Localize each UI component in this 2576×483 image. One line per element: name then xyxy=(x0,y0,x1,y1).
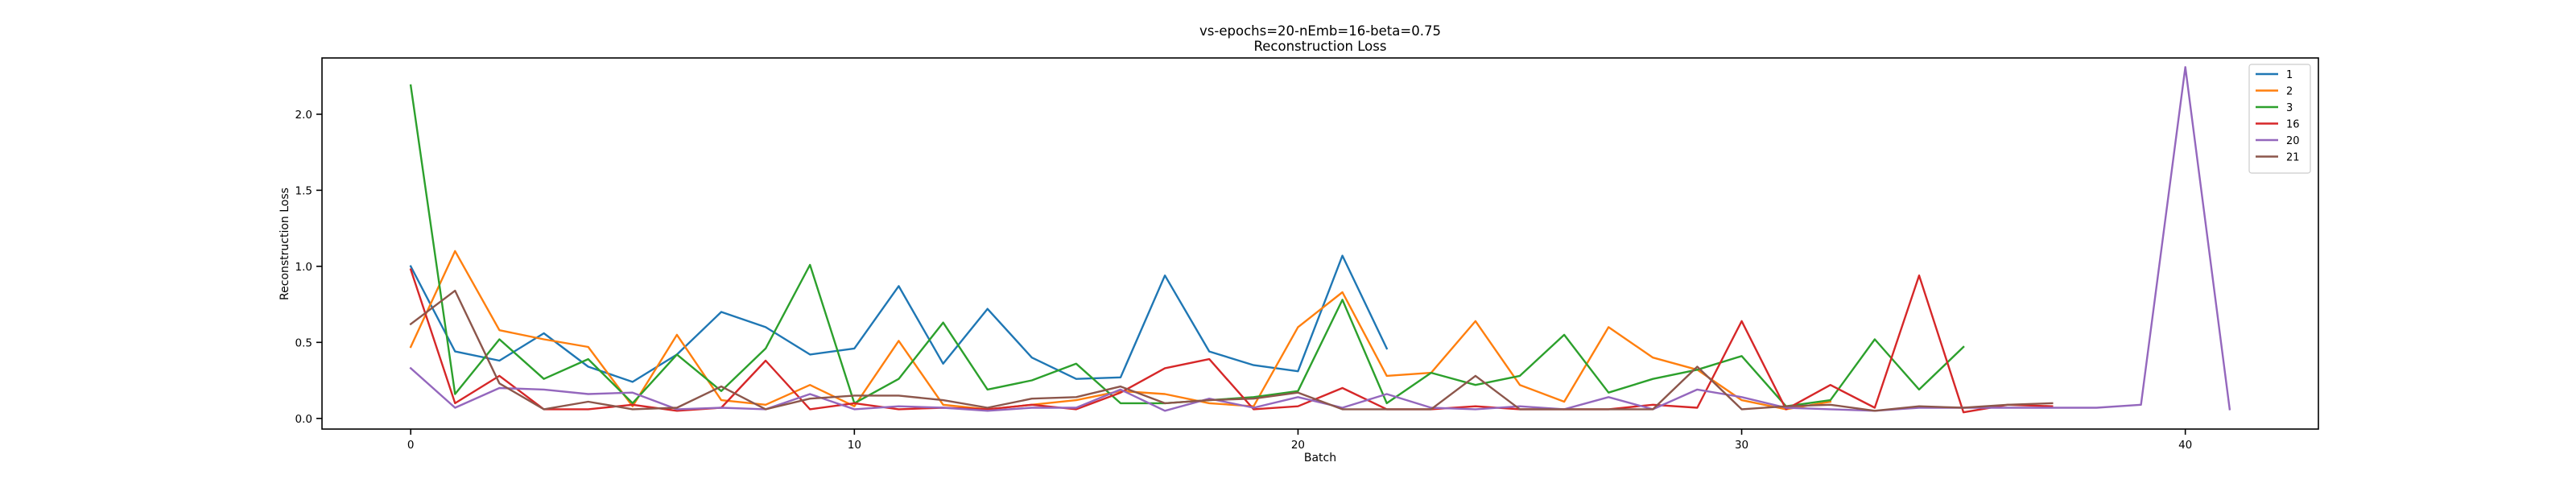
series-line-2 xyxy=(409,250,1832,411)
x-axis-label: Batch xyxy=(1304,452,1336,464)
legend-label-20: 20 xyxy=(2286,135,2300,147)
y-tick-label: 0.5 xyxy=(295,336,312,349)
y-tick-label: 1.5 xyxy=(295,184,312,197)
series-line-16 xyxy=(409,268,2054,414)
y-tick-label: 0.0 xyxy=(295,413,312,426)
chart-subtitle: Reconstruction Loss xyxy=(1254,39,1387,54)
x-axis: 0 10 20 30 40 xyxy=(407,429,2192,452)
y-tick-label: 2.0 xyxy=(295,109,312,122)
y-axis-label: Reconstruction Loss xyxy=(279,188,291,300)
legend-label-3: 3 xyxy=(2286,102,2293,114)
x-tick-label: 40 xyxy=(2178,439,2192,452)
plot-frame xyxy=(321,57,2319,430)
x-tick-label: 30 xyxy=(1735,439,1748,452)
series-line-1 xyxy=(409,254,1389,383)
y-axis: 0.0 0.5 1.0 1.5 2.0 xyxy=(295,109,322,426)
legend-label-1: 1 xyxy=(2286,69,2293,81)
series-layer xyxy=(409,66,2231,414)
legend-label-21: 21 xyxy=(2286,152,2300,164)
legend: 1 2 3 16 20 21 xyxy=(2248,64,2311,174)
plot-area xyxy=(321,57,2319,430)
x-tick-label: 20 xyxy=(1291,439,1305,452)
series-line-21 xyxy=(409,289,2054,412)
chart-title: vs-epochs=20-nEmb=16-beta=0.75 xyxy=(1199,23,1441,39)
legend-label-2: 2 xyxy=(2286,86,2293,98)
legend-label-16: 16 xyxy=(2286,119,2300,131)
legend-box xyxy=(2248,64,2311,174)
series-line-20 xyxy=(409,66,2231,412)
x-tick-label: 10 xyxy=(848,439,861,452)
x-tick-label: 0 xyxy=(407,439,415,452)
y-tick-label: 1.0 xyxy=(295,261,312,274)
